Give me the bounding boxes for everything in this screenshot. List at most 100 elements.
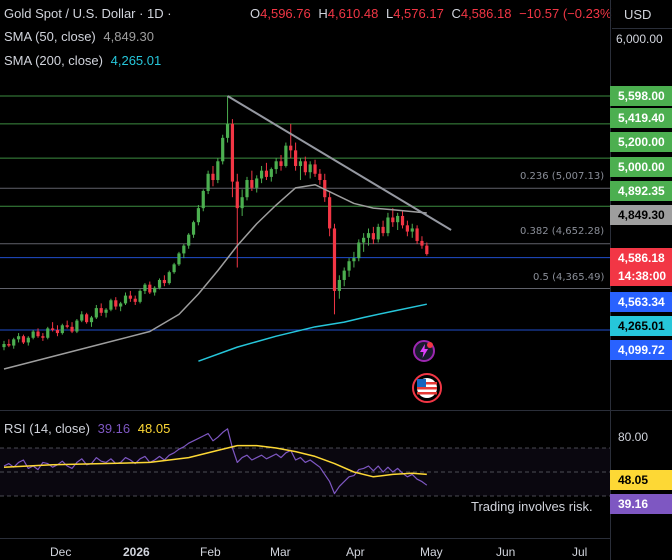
price-label-4563: 4,563.34: [610, 292, 672, 312]
price-label-last: 4,586.18: [610, 248, 672, 268]
candle-body: [225, 123, 230, 138]
currency-label: USD: [624, 7, 652, 22]
candle-body: [264, 170, 269, 177]
candle-body: [143, 284, 147, 291]
candle-body: [279, 161, 283, 166]
candle-body: [201, 190, 205, 209]
rsi-ma-value: 48.05: [137, 421, 171, 436]
candle-body: [172, 264, 176, 273]
candle-body: [415, 228, 419, 241]
candle-body: [250, 180, 254, 188]
close-value: 4,586.18: [460, 6, 512, 21]
time-tick-apr: Apr: [346, 545, 365, 559]
candle-body: [332, 228, 337, 291]
sma200-value: 4,265.01: [110, 53, 162, 68]
candle-body: [2, 344, 6, 348]
candle-body: [376, 226, 380, 240]
high-value: 4,610.48: [327, 6, 379, 21]
candle-body: [259, 170, 264, 179]
time-tick-jun: Jun: [496, 545, 516, 559]
candle-body: [85, 314, 89, 323]
candle-body: [162, 279, 166, 284]
candle-body: [221, 137, 225, 162]
low-value: 4,576.17: [393, 6, 444, 21]
candle-body: [60, 325, 64, 334]
sma200-legend[interactable]: SMA (200, close) 4,265.01: [4, 53, 161, 68]
rsi-axis-label: 39.16: [610, 494, 672, 514]
rsi-ma-axis-label: 48.05: [610, 470, 672, 490]
fib-label-05: 0.5 (4,365.49): [533, 272, 605, 283]
fib-label-0382: 0.382 (4,652.28): [520, 226, 605, 237]
candle-body: [191, 222, 196, 235]
candle-body: [46, 328, 50, 338]
candle-body: [70, 326, 74, 332]
candle-body: [420, 240, 424, 246]
candle-body: [187, 234, 191, 246]
rsi-label: RSI (14, close): [4, 421, 90, 436]
fib-label-0236: 0.236 (5,007.13): [520, 171, 605, 182]
candle-body: [313, 164, 317, 174]
open-label: O: [250, 6, 261, 21]
candle-body: [153, 287, 157, 293]
countdown-label: 14:38:00: [610, 266, 672, 286]
time-axis-border: [0, 538, 610, 539]
candle-body: [371, 233, 375, 240]
candle-body: [274, 161, 278, 170]
us-flag-icon[interactable]: [412, 373, 442, 403]
candle-body: [55, 329, 60, 334]
price-label-5200: 5,200.00: [610, 132, 672, 152]
candle-body: [119, 303, 123, 307]
symbol-title[interactable]: Gold Spot / U.S. Dollar · 1D ·: [4, 6, 172, 21]
candle-body: [255, 178, 259, 188]
sma50-legend[interactable]: SMA (50, close) 4,849.30: [4, 29, 154, 44]
sma200-line: [198, 303, 427, 362]
candle-body: [342, 270, 346, 280]
ohlc-legend: O4,596.76 H4,610.48 L4,576.17 C4,586.18 …: [250, 6, 616, 21]
candle-body: [294, 150, 298, 166]
candle-body: [65, 325, 69, 327]
price-label-sma200: 4,265.01: [610, 316, 672, 336]
candle-body: [36, 331, 40, 337]
candle-body: [216, 161, 220, 181]
candle-body: [318, 173, 322, 181]
candle-body: [381, 226, 385, 234]
candle-body: [182, 245, 186, 254]
risk-disclaimer: Trading involves risk.: [471, 499, 593, 514]
price-label-4892: 4,892.35: [610, 181, 672, 201]
candle-body: [41, 336, 45, 338]
candle-body: [133, 298, 137, 302]
candle-body: [138, 290, 142, 302]
candle-body: [366, 233, 371, 238]
candle-body: [328, 197, 332, 229]
price-label-4099: 4,099.72: [610, 340, 672, 360]
price-label-5598: 5,598.00: [610, 86, 672, 106]
candle-body: [89, 317, 94, 323]
rsi-chart[interactable]: [0, 412, 610, 530]
candle-body: [400, 215, 405, 226]
candle-body: [347, 261, 351, 271]
price-chart[interactable]: [0, 0, 610, 410]
candle-body: [298, 161, 303, 166]
candle-body: [26, 337, 30, 343]
sma200-label: SMA (200, close): [4, 53, 103, 68]
trendline: [227, 95, 452, 231]
price-label-sma50: 4,849.30: [610, 205, 672, 225]
pane-separator[interactable]: [0, 410, 672, 411]
candle-body: [109, 300, 113, 310]
candle-body: [357, 242, 361, 259]
time-tick-jul: Jul: [572, 545, 588, 559]
candle-body: [352, 258, 356, 262]
rsi-legend[interactable]: RSI (14, close) 39.16 48.05: [4, 421, 170, 436]
high-label: H: [318, 6, 328, 21]
candle-body: [196, 208, 200, 223]
currency-box[interactable]: USD: [612, 0, 672, 28]
candle-body: [386, 217, 390, 234]
candle-body: [99, 308, 103, 313]
candle-body: [94, 308, 98, 318]
time-tick-dec: Dec: [50, 545, 72, 559]
candle-body: [230, 123, 235, 182]
rsi-ma-line: [3, 444, 427, 478]
candle-body: [75, 320, 79, 332]
lightning-icon[interactable]: [412, 339, 436, 363]
